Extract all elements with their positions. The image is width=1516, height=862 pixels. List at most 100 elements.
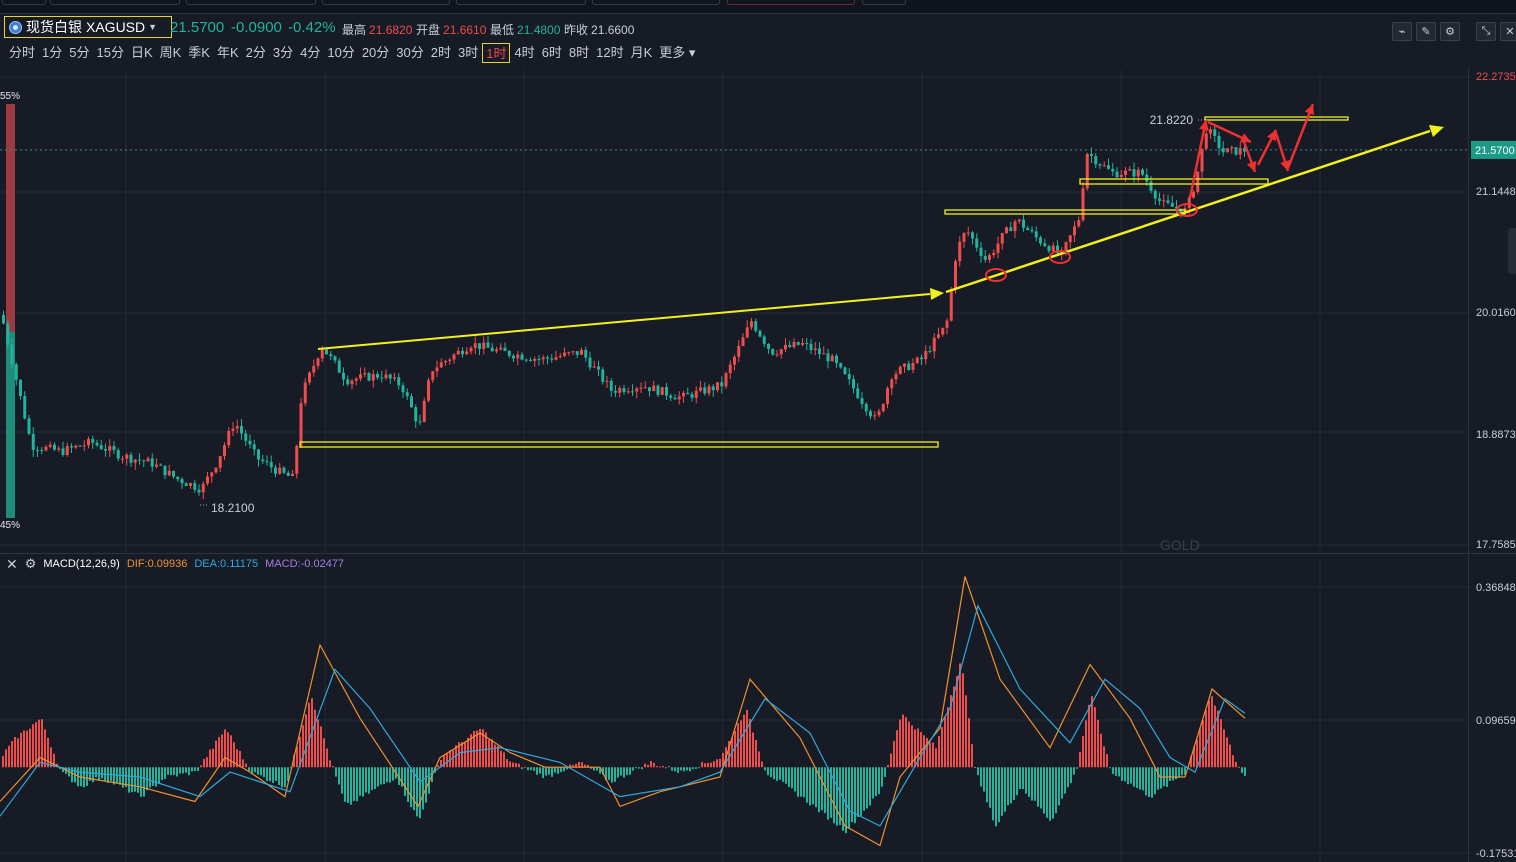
timeframe-0[interactable]: 分时 <box>9 45 36 60</box>
timeframe-20[interactable]: 12时 <box>596 45 624 60</box>
macd-bar <box>914 729 916 768</box>
timeframe-19[interactable]: 8时 <box>568 45 590 60</box>
current-price-tag-text: 21.5700 <box>1475 145 1515 157</box>
top-tab-stub[interactable] <box>50 0 180 5</box>
macd-bar <box>1031 767 1033 801</box>
macd-bar <box>596 767 598 771</box>
macd-bar <box>806 767 808 803</box>
macd-bar <box>458 742 460 768</box>
top-tab-stub-active[interactable] <box>727 0 855 5</box>
timeframe-9[interactable]: 3分 <box>272 45 294 60</box>
candle-body <box>1204 133 1208 149</box>
macd-bar <box>830 767 832 818</box>
candle-body <box>350 380 354 385</box>
candle-body <box>541 357 545 360</box>
close-icon[interactable]: ✕ <box>1500 22 1516 41</box>
macd-bar <box>62 767 64 773</box>
macd-bar <box>1226 737 1228 768</box>
candle-body <box>533 358 537 361</box>
side-panel-toggle[interactable] <box>1508 228 1516 274</box>
symbol-selector[interactable]: 现货白银 XAGUSD ▼ <box>4 16 172 38</box>
macd-bar <box>566 767 568 770</box>
macd-bar <box>1220 719 1222 768</box>
trend-line-upper <box>317 293 931 350</box>
timeframe-4[interactable]: 日K <box>130 45 153 60</box>
candle-body <box>805 342 809 344</box>
settings-icon[interactable]: ⚙ <box>1440 22 1460 41</box>
timeframe-1[interactable]: 1分 <box>42 45 63 60</box>
macd-bar <box>983 767 985 792</box>
timeframe-7[interactable]: 年K <box>216 45 239 60</box>
candle-body <box>860 398 864 404</box>
line-chart-icon[interactable]: ⌁ <box>1392 22 1412 41</box>
macd-bar <box>734 730 736 768</box>
macd-bar <box>1061 767 1063 799</box>
timeframe-18[interactable]: 6时 <box>541 45 562 60</box>
top-tab-stub[interactable] <box>592 0 720 5</box>
gear-icon[interactable]: ⚙ <box>24 556 37 571</box>
timeframe-5[interactable]: 周K <box>159 45 182 60</box>
timeframe-6[interactable]: 季K <box>188 45 210 60</box>
top-tab-stub[interactable] <box>862 0 906 5</box>
timeframe-15[interactable]: 3时 <box>457 45 479 60</box>
candle-body <box>104 449 107 451</box>
candle-body <box>911 362 915 370</box>
timeframe-12[interactable]: 20分 <box>361 45 390 60</box>
macd-bar <box>692 767 694 770</box>
close-icon[interactable]: ✕ <box>6 555 18 572</box>
timeframe-2[interactable]: 5分 <box>69 45 90 60</box>
candle-body <box>796 342 800 345</box>
candle-body <box>813 348 817 351</box>
macd-bar <box>761 761 763 768</box>
macd-bar <box>1007 767 1009 806</box>
candle-body <box>1073 226 1076 236</box>
timeframe-11[interactable]: 10分 <box>327 45 355 60</box>
candle-body <box>146 458 150 462</box>
candle-body <box>1179 208 1183 214</box>
macd-bar <box>935 748 937 768</box>
macd-bar <box>926 738 928 768</box>
macd-bar <box>587 764 589 768</box>
macd-bar <box>920 732 922 768</box>
timeframe-8[interactable]: 2分 <box>245 45 266 60</box>
top-tab-stub[interactable] <box>2 0 46 5</box>
collapse-icon[interactable]: ⤡ <box>1476 22 1496 41</box>
macd-bar <box>1016 767 1018 796</box>
timeframe-10[interactable]: 4分 <box>300 45 321 60</box>
candle-body <box>724 373 728 387</box>
top-tab-stub[interactable] <box>186 0 316 5</box>
candle-body <box>554 357 558 360</box>
macd-bar <box>302 725 304 768</box>
timeframe-17[interactable]: 4时 <box>514 45 535 60</box>
timeframe-16[interactable]: 1时 <box>482 43 511 63</box>
macd-bar <box>401 767 403 787</box>
timeframe-21[interactable]: 月K <box>630 45 653 60</box>
macd-bar <box>944 716 946 768</box>
top-tab-stub[interactable] <box>456 0 586 5</box>
candle-body <box>958 241 962 262</box>
macd-bar <box>272 767 274 783</box>
macd-bar <box>752 732 754 768</box>
candle-body <box>1022 219 1025 228</box>
macd-bar <box>1205 710 1207 768</box>
macd-bar <box>347 767 349 803</box>
timeframe-3[interactable]: 15分 <box>96 45 124 60</box>
candle-body <box>354 378 358 381</box>
macd-bar <box>623 767 625 778</box>
timeframe-13[interactable]: 30分 <box>396 45 424 60</box>
macd-bar <box>626 767 628 776</box>
candle-body <box>584 349 588 358</box>
macd-bar <box>11 741 13 768</box>
macd-bar <box>194 767 196 771</box>
timeframe-14[interactable]: 2时 <box>430 45 451 60</box>
macd-bar <box>155 767 157 787</box>
top-tab-stub[interactable] <box>322 0 450 5</box>
timeframe-22[interactable]: 更多 ▾ <box>659 45 696 60</box>
candle-body <box>631 391 634 393</box>
candle-body <box>1047 246 1051 252</box>
pencil-icon[interactable]: ✎ <box>1416 22 1436 41</box>
candle-body <box>915 357 919 363</box>
macd-bar <box>266 767 268 781</box>
macd-bar <box>677 767 679 773</box>
